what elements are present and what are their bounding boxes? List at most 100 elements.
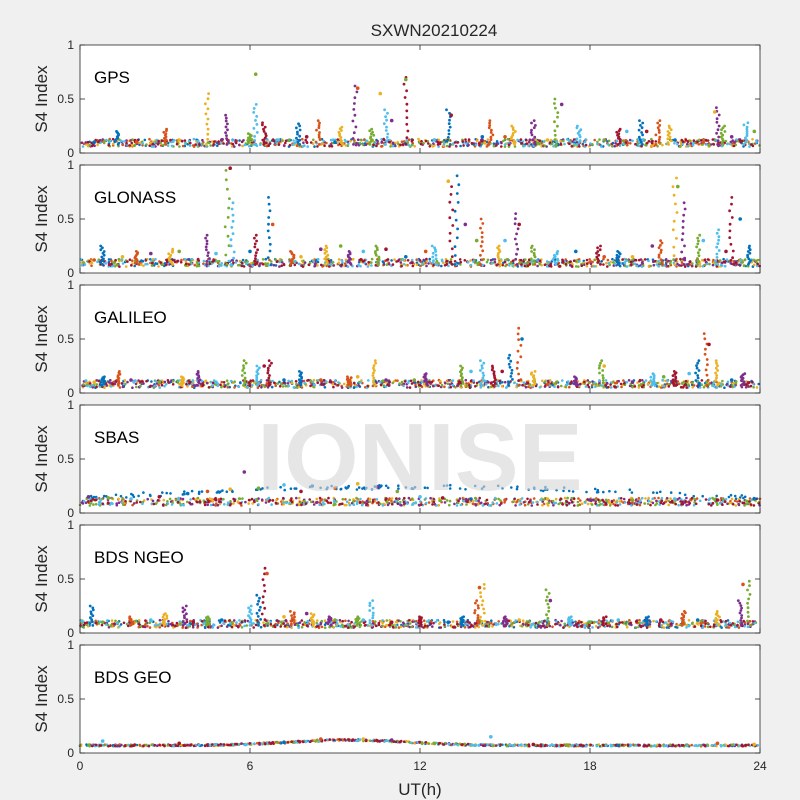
- spike-point: [134, 250, 138, 253]
- data-point: [262, 364, 267, 368]
- spike-point: [243, 371, 247, 375]
- data-point: [588, 498, 592, 502]
- spike-point: [252, 126, 256, 130]
- noise-point: [115, 503, 119, 507]
- noise-point: [332, 264, 336, 267]
- spike-point: [224, 116, 228, 120]
- noise-point: [357, 384, 361, 387]
- noise-point: [462, 144, 465, 147]
- noise-point: [305, 140, 309, 144]
- spike-point: [530, 371, 534, 375]
- data-point: [304, 135, 309, 139]
- data-point: [707, 342, 711, 347]
- data-point: [214, 380, 218, 385]
- noise-point: [259, 143, 262, 146]
- spike-point: [717, 228, 720, 232]
- y-axis-label: S4 Index: [32, 185, 51, 253]
- noise-point: [628, 498, 631, 502]
- noise-point: [202, 259, 206, 263]
- spike-point: [403, 96, 407, 99]
- spike-point: [406, 129, 410, 133]
- spike-point: [615, 253, 619, 257]
- noise-point: [286, 382, 290, 385]
- noise-point: [549, 262, 553, 266]
- spike-point: [204, 112, 208, 116]
- noise-point: [572, 259, 576, 263]
- noise-point: [706, 258, 710, 261]
- noise-point: [150, 259, 153, 262]
- noise-point: [487, 380, 490, 384]
- noise-point: [459, 144, 462, 148]
- spike-point: [254, 254, 257, 257]
- data-point: [517, 222, 521, 227]
- spike-point: [480, 235, 484, 239]
- noise-point: [641, 138, 645, 141]
- noise-point: [605, 503, 608, 506]
- noise-point: [731, 503, 735, 506]
- spike-point: [554, 106, 557, 110]
- noise-point: [697, 143, 701, 146]
- spike-point: [317, 135, 321, 139]
- data-point: [106, 496, 111, 500]
- noise-point: [466, 260, 470, 264]
- noise-point: [730, 497, 734, 501]
- noise-point: [439, 141, 442, 144]
- noise-point: [486, 138, 490, 141]
- spike-point: [224, 125, 228, 129]
- noise-point: [586, 379, 590, 382]
- noise-point: [458, 258, 462, 261]
- spike-point: [453, 254, 457, 257]
- spike-point: [694, 379, 698, 382]
- noise-point: [645, 141, 649, 145]
- spike-point: [448, 125, 452, 129]
- spike-point: [666, 130, 670, 133]
- spike-point: [455, 236, 459, 240]
- noise-point: [370, 261, 373, 264]
- noise-point: [475, 381, 479, 385]
- noise-point: [353, 141, 356, 144]
- noise-point: [729, 259, 733, 262]
- noise-point: [734, 504, 738, 507]
- spike-point: [674, 379, 678, 383]
- noise-point: [228, 503, 232, 507]
- noise-point: [192, 497, 195, 500]
- panel-name-label: GALILEO: [94, 308, 167, 327]
- spike-point: [205, 239, 209, 243]
- noise-point: [406, 259, 410, 262]
- noise-point: [405, 386, 409, 389]
- noise-point: [135, 501, 138, 504]
- spike-point: [255, 131, 259, 134]
- spike-point: [639, 124, 642, 127]
- spike-point: [716, 242, 720, 246]
- spike-point: [317, 124, 321, 127]
- noise-point: [312, 383, 316, 387]
- noise-point: [110, 262, 113, 266]
- noise-point: [226, 386, 230, 389]
- noise-point: [701, 258, 704, 262]
- noise-point: [520, 263, 523, 266]
- spike-point: [372, 366, 375, 370]
- noise-point: [309, 141, 313, 144]
- noise-point: [630, 263, 633, 267]
- spike-point: [672, 193, 676, 197]
- noise-point: [472, 379, 476, 383]
- noise-point: [183, 490, 186, 493]
- spike-point: [745, 125, 749, 129]
- noise-point: [684, 379, 688, 383]
- noise-point: [238, 139, 241, 142]
- spike-point: [717, 238, 720, 242]
- noise-point: [302, 259, 305, 263]
- spike-point: [715, 120, 719, 124]
- spike-point: [318, 131, 321, 134]
- spike-point: [206, 97, 210, 101]
- spike-point: [434, 253, 438, 257]
- noise-point: [574, 265, 578, 268]
- spike-point: [748, 244, 751, 248]
- noise-point: [272, 139, 276, 143]
- noise-point: [710, 504, 713, 507]
- data-point: [630, 498, 635, 502]
- spike-point: [519, 344, 523, 347]
- noise-point: [534, 138, 537, 142]
- spike-point: [742, 380, 746, 384]
- noise-point: [238, 143, 241, 147]
